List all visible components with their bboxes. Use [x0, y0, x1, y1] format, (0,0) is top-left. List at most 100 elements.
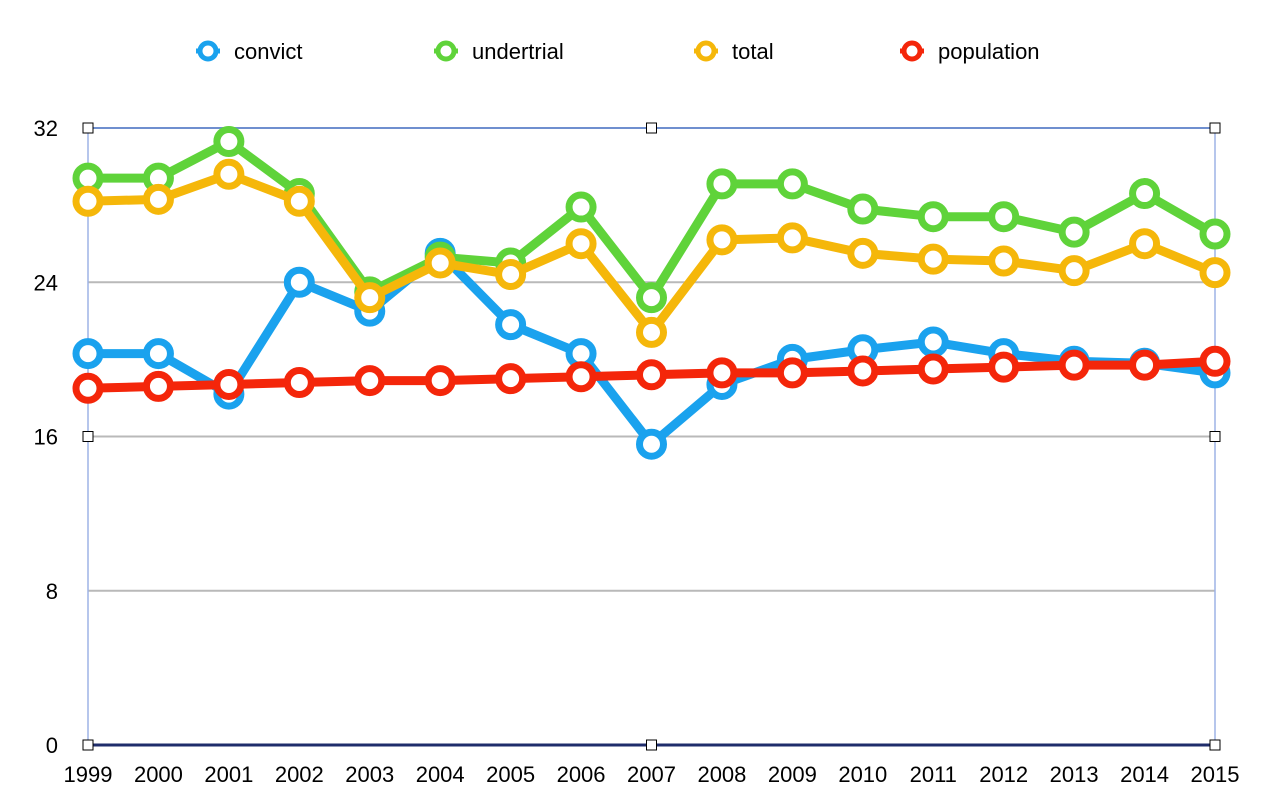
legend: convict undertrial total population [196, 39, 1040, 64]
x-axis-ticks: 1999 2000 2001 2002 2003 2004 2005 2006 2007 2008… [64, 762, 1240, 787]
data-point-total [636, 316, 667, 348]
data-point-population [917, 353, 949, 385]
y-tick-label: 24 [34, 270, 58, 295]
data-point-total [354, 282, 386, 314]
legend-swatch-marker [197, 40, 219, 62]
selection-handle [82, 431, 94, 442]
selection-handle [1209, 739, 1221, 751]
data-point-total [424, 247, 456, 279]
data-point-population [565, 361, 597, 393]
data-point-total [142, 183, 174, 215]
data-point-population [495, 363, 527, 395]
x-tick-label: 2007 [627, 762, 676, 787]
data-point-total [213, 158, 245, 190]
legend-item-convict: convict [196, 39, 302, 64]
data-point-population [213, 368, 245, 400]
legend-swatch-marker [901, 40, 923, 62]
x-tick-label: 2009 [768, 762, 817, 787]
data-point-total [1129, 228, 1161, 260]
data-point-convict [636, 428, 667, 460]
data-point-convict [72, 338, 104, 370]
data-point-total [565, 228, 597, 260]
legend-item-population: population [900, 39, 1040, 64]
data-point-population [1129, 349, 1161, 381]
data-point-total [1199, 257, 1231, 289]
x-tick-label: 2015 [1191, 762, 1240, 787]
legend-label: convict [234, 39, 302, 64]
data-point-convict [142, 338, 174, 370]
series-population [72, 345, 1231, 404]
data-point-undertrial [1199, 218, 1231, 250]
data-point-undertrial [706, 168, 738, 200]
data-point-population [72, 372, 104, 404]
x-tick-label: 2008 [697, 762, 746, 787]
data-point-undertrial [776, 168, 808, 200]
selection-handle [646, 739, 657, 751]
x-tick-label: 1999 [64, 762, 113, 787]
data-point-total [283, 185, 315, 217]
x-tick-label: 2006 [557, 762, 606, 787]
legend-label: total [732, 39, 774, 64]
x-tick-label: 2010 [838, 762, 887, 787]
data-point-population [706, 357, 738, 389]
data-point-population [988, 351, 1020, 383]
selection-handle [1209, 431, 1221, 442]
x-tick-label: 2005 [486, 762, 535, 787]
x-tick-label: 2004 [416, 762, 465, 787]
legend-label: population [938, 39, 1040, 64]
data-point-population [354, 365, 386, 397]
series-convict [72, 237, 1231, 460]
data-point-total [495, 259, 527, 291]
y-axis-ticks: 0 8 16 24 32 [34, 116, 58, 758]
y-tick-label: 8 [46, 579, 58, 604]
series-line-undertrial [83, 136, 1220, 303]
data-point-convict [283, 266, 315, 298]
data-point-population [776, 357, 808, 389]
y-tick-label: 32 [34, 116, 58, 141]
data-point-population [142, 370, 174, 402]
x-tick-label: 2001 [204, 762, 253, 787]
x-tick-label: 2003 [345, 762, 394, 787]
legend-label: undertrial [472, 39, 564, 64]
data-point-total [988, 245, 1020, 277]
x-tick-label: 2013 [1050, 762, 1099, 787]
data-point-total [706, 224, 738, 256]
series-lines [72, 125, 1231, 460]
data-point-undertrial [213, 125, 245, 157]
data-point-undertrial [1129, 178, 1161, 210]
data-point-population [636, 359, 667, 391]
legend-swatch-marker [435, 40, 457, 62]
selection-handle [82, 739, 94, 751]
x-tick-label: 2002 [275, 762, 324, 787]
y-tick-label: 0 [46, 733, 58, 758]
legend-item-undertrial: undertrial [434, 39, 564, 64]
data-point-population [1199, 345, 1231, 377]
x-tick-label: 2011 [910, 762, 957, 787]
data-point-undertrial [1058, 216, 1090, 248]
data-point-population [424, 365, 456, 397]
data-point-undertrial [565, 191, 597, 223]
data-point-population [283, 367, 315, 399]
y-tick-label: 16 [34, 425, 58, 450]
data-point-total [917, 243, 949, 275]
data-point-undertrial [636, 282, 667, 314]
data-point-undertrial [917, 201, 949, 233]
selection-handle [82, 122, 94, 134]
selection-handle [1209, 122, 1221, 134]
data-point-undertrial [847, 193, 879, 225]
data-point-convict [917, 326, 949, 358]
x-tick-label: 2012 [979, 762, 1028, 787]
data-point-total [1058, 255, 1090, 287]
legend-item-total: total [694, 39, 774, 64]
x-tick-label: 2000 [134, 762, 183, 787]
data-point-population [1058, 349, 1090, 381]
data-point-undertrial [988, 201, 1020, 233]
legend-swatch-marker [695, 40, 717, 62]
data-point-total [776, 222, 808, 254]
data-point-convict [495, 309, 527, 341]
series-total [72, 158, 1231, 348]
selection-handle [646, 122, 657, 134]
data-point-total [72, 185, 104, 217]
data-point-population [847, 355, 879, 387]
